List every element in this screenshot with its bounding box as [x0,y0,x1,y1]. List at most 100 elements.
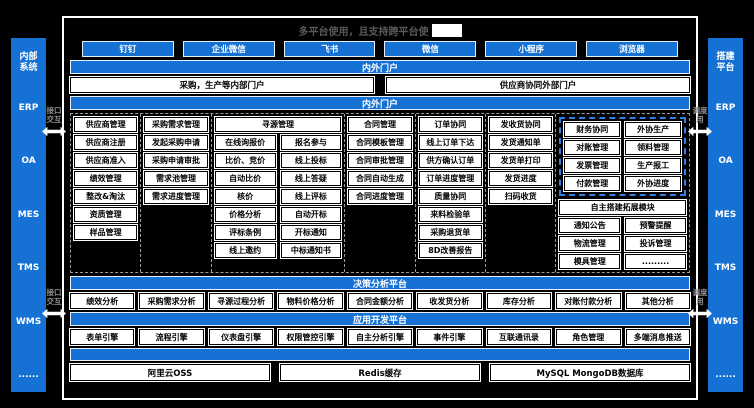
analysis-box: 采购需求分析 [138,292,205,310]
module-box: 自动比价 [213,170,277,187]
infrastructure-row: 阿里云OSS Redis缓存 MySQL MongoDB数据库 [69,363,691,382]
sidebar-item: MES [17,209,40,220]
sidebar-item: ...... [715,370,736,380]
module-box: 外协进度 [624,175,682,192]
module-box: 整改&淘汰 [72,188,139,205]
infrastructure-box: 阿里云OSS [69,363,271,382]
group-sourcing-management: 寻源管理 在线询报价 比价、竞价 自动比价 核价 价格分析 评标条例 线上邀约 报名参与 线上… [212,114,346,272]
module-box: 线上投标 [279,152,343,169]
engine-box: 角色管理 [555,328,622,346]
right-sidebar-build-platform: 搭建 平台 ERP OA MES TMS WMS...... [708,38,743,392]
module-box: 需求进度管理 [143,188,209,205]
engine-box: 流程引擎 [138,328,205,346]
module-box: 需求池管理 [143,170,209,187]
analysis-box: 合同金额分析 [346,292,414,310]
double-arrow-icon [42,308,66,319]
analysis-box: 绩效分析 [68,292,136,310]
sidebar-item: OA [21,156,36,166]
outsourcing-column: 外协生产 领料管理 生产报工 外协进度 [624,121,682,192]
module-box: 评标条例 [213,224,277,241]
left-sidebar-items: ERP OA MES TMS WMS...... [16,75,41,381]
extension-module-section: 自主搭建拓展模块 通知公告 预警提醒 物流管理 投诉管理 模具管理......... [558,199,687,270]
module-box: ......... [624,253,687,270]
module-box: 预警提醒 [624,217,687,234]
main-section-header-bar: 内外门户 [70,96,690,110]
engine-box: 事件引擎 [416,328,483,346]
module-box: 外协生产 [624,121,682,138]
sidebar-item: TMS [714,263,737,273]
sidebar-item: ...... [18,370,39,380]
sidebar-item: ERP [715,102,736,113]
platform-button: 企业微信 [182,41,275,57]
module-box: 开标通知 [279,224,343,241]
diagram-title: 多平台使用，且支持跨平台使 [298,26,429,38]
module-box: 发货单打印 [487,152,554,169]
module-box: 自动开标 [279,206,343,223]
group-order-collaboration: 订单协同 线上订单下达 供方确认订单 订单进度管理 质量协同 来料检验单 采购退货单 8D改… [416,114,486,272]
module-box: 发货通知单 [487,134,554,151]
module-box: 比价、竞价 [213,152,277,169]
module-box: 线上评标 [279,188,343,205]
engine-box: 互联通讯录 [485,328,553,346]
platform-button: 小程序 [485,41,578,57]
engine-box: 多端消息推送 [624,328,691,346]
module-box: 核价 [213,188,277,205]
module-box: 线上答疑 [279,170,343,187]
module-box: 合同审批管理 [347,152,413,169]
group-header-box: 发收货协同 [487,116,554,133]
double-arrow-icon [688,126,712,137]
module-box: 样品管理 [72,224,139,241]
module-box: 供方确认订单 [417,152,483,169]
module-box: 发货进度 [487,170,554,187]
module-box: 订单进度管理 [417,170,483,187]
analysis-box: 其他分析 [624,292,691,310]
platform-buttons-row: 钉钉 企业微信 飞书 微信 小程序 浏览器 [70,41,690,57]
module-box: 来料检验单 [417,206,483,223]
analysis-box: 库存分析 [485,292,553,310]
analysis-box: 收发货分析 [416,292,483,310]
left-sidebar-title: 内部 系统 [19,52,38,74]
group-header-box: 采购需求管理 [143,116,209,133]
analysis-box: 对账付款分析 [555,292,622,310]
module-box: 线上邀约 [213,242,277,259]
sourcing-col-left: 在线询报价 比价、竞价 自动比价 核价 价格分析 评标条例 线上邀约 [213,134,277,269]
module-box: 资质管理 [72,206,139,223]
interface-interaction-label: 接口 交互 [46,288,62,306]
decision-platform-header-bar: 决策分析平台 [70,276,690,290]
module-box: 绩效管理 [72,170,139,187]
module-box: 模具管理 [558,253,622,270]
portal-row: 采购，生产等内部门户 供应商协同外部门户 [69,76,691,94]
engine-box: 仪表盘引擎 [207,328,275,346]
module-box: 扫码收货 [487,188,554,205]
module-box: 对账管理 [563,139,622,156]
sidebar-item: WMS [712,316,739,327]
module-box: 财务协同 [563,121,622,138]
sourcing-col-right: 报名参与 线上投标 线上答疑 线上评标 自动开标 开标通知 中标通知书 [279,134,343,269]
extension-header-box: 自主搭建拓展模块 [558,199,687,216]
infrastructure-box: MySQL MongoDB数据库 [489,363,691,382]
group-items: 合同模板管理 合同审批管理 合同自动生成 合同进度管理 [347,134,413,205]
module-box: 发票管理 [563,157,622,174]
module-box: 线上订单下达 [417,134,483,151]
diagram-title-row: 多平台使用，且支持跨平台使 [70,22,690,38]
engine-box: 权限管控引擎 [277,328,344,346]
module-box: 8D改善报告 [417,242,483,259]
double-arrow-icon [42,126,66,137]
group-items: 发起采购申请 采购申请审批 需求池管理 需求进度管理 [143,134,209,205]
module-box: 合同自动生成 [347,170,413,187]
right-sidebar-items: ERP OA MES TMS WMS...... [713,75,738,381]
module-box: 发起采购申请 [143,134,209,151]
module-box: 投诉管理 [624,235,687,252]
sidebar-item: ERP [18,102,39,113]
module-box: 供应商注册 [72,134,139,151]
platform-button: 微信 [384,41,477,57]
group-shipping-receiving: 发收货协同 发货通知单 发货单打印 发货进度 扫码收货 [486,114,557,272]
decision-analysis-row: 绩效分析 采购需求分析 寻源过程分析 物料价格分析 合同金额分析 收发货分析 库存分析 对账付… [68,292,691,310]
group-finance-outsourcing: 财务协同 对账管理 发票管理 付款管理 外协生产 领料管理 生产报工 外协进度 自主搭建拓展… [556,114,689,272]
infrastructure-box: Redis缓存 [279,363,481,382]
platform-button: 飞书 [283,41,376,57]
module-box: 质量协同 [417,188,483,205]
interface-interaction-label: 接口 交互 [46,106,62,124]
dev-engine-row: 表单引擎 流程引擎 仪表盘引擎 权限管控引擎 自主分析引擎 事件引擎 互联通讯录 角色管理 多端… [68,328,691,346]
